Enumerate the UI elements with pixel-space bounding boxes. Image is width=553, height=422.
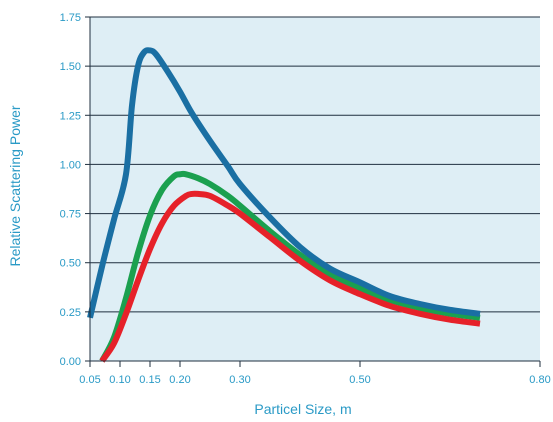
y-tick-label: 1.00: [60, 159, 81, 171]
y-tick-label: 0.25: [60, 307, 81, 319]
plot-area: [90, 17, 540, 361]
y-tick-labels: 0.00 0.25 0.50 0.75 1.00 1.25 1.50 1.75: [60, 12, 90, 368]
x-axis-label: Particel Size, m: [254, 401, 351, 417]
x-tick-labels: 0.05 0.10 0.15 0.20 0.30 0.50 0.80: [79, 361, 551, 386]
axes: [89, 17, 540, 362]
y-tick-label: 1.75: [60, 12, 81, 24]
x-tick-label: 0.15: [139, 374, 160, 386]
y-tick-label: 0.00: [60, 356, 81, 368]
series-line-1: [87, 47, 481, 319]
x-tick-label: 0.50: [349, 374, 370, 386]
x-tick-label: 0.80: [529, 374, 550, 386]
y-tick-label: 0.75: [60, 209, 81, 221]
x-tick-label: 0.05: [79, 374, 100, 386]
x-tick-label: 0.30: [229, 374, 250, 386]
series-line-3: [99, 190, 481, 363]
y-tick-label: 1.50: [60, 61, 81, 73]
y-tick-label: 1.25: [60, 110, 81, 122]
y-tick-label: 0.50: [60, 258, 81, 270]
series-line-2: [99, 170, 481, 363]
series-layer: [87, 47, 481, 363]
y-axis-label: Relative Scattering Power: [7, 105, 23, 266]
x-tick-label: 0.20: [169, 374, 190, 386]
x-tick-label: 0.10: [109, 374, 130, 386]
